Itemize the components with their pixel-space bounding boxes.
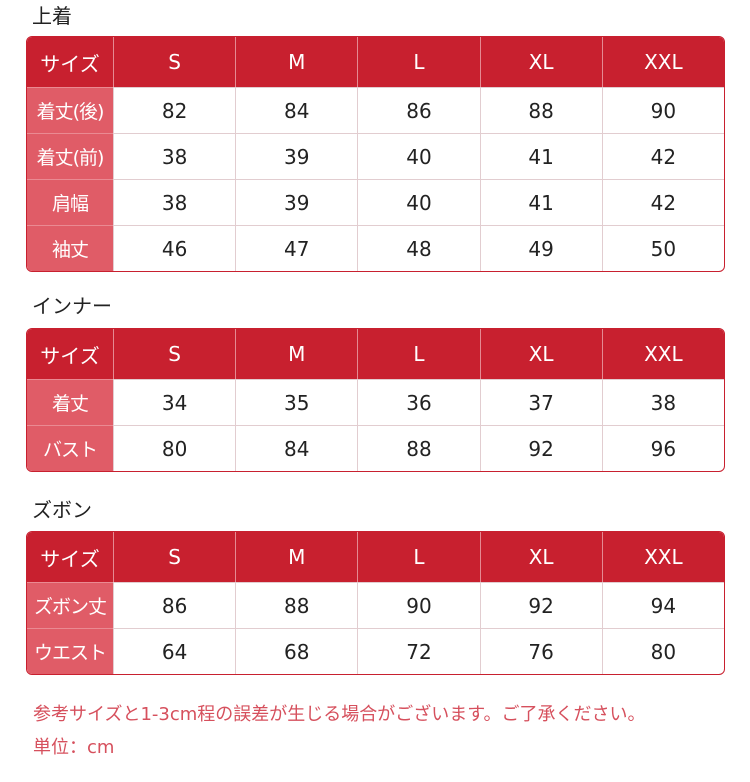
row-label: 着丈(前) xyxy=(27,133,113,179)
size-value: 46 xyxy=(113,225,236,271)
size-value: 64 xyxy=(113,628,236,674)
size-value: 68 xyxy=(235,628,358,674)
size-value: 76 xyxy=(479,628,602,674)
header-cell: XL xyxy=(479,532,602,582)
header-row: サイズ S M L XL XXL xyxy=(27,329,724,379)
size-value: 48 xyxy=(357,225,480,271)
size-value: 34 xyxy=(113,379,236,425)
header-cell: S xyxy=(113,329,236,379)
table-row: バスト 80 84 88 92 96 xyxy=(27,425,724,471)
row-label: 着丈(後) xyxy=(27,87,113,133)
size-value: 39 xyxy=(235,133,358,179)
size-value: 94 xyxy=(601,582,724,628)
header-cell: L xyxy=(357,329,480,379)
size-table: サイズ S M L XL XXL 着丈(後) 82 84 86 88 90 着丈(前) 38 39 40 41 4… xyxy=(26,36,725,272)
size-value: 84 xyxy=(235,425,358,471)
row-label: 着丈 xyxy=(27,379,113,425)
header-cell: M xyxy=(235,532,358,582)
size-value: 84 xyxy=(235,87,358,133)
section-title: インナー xyxy=(32,294,112,318)
row-label: ウエスト xyxy=(27,628,113,674)
size-value: 47 xyxy=(235,225,358,271)
size-value: 82 xyxy=(113,87,236,133)
size-value: 39 xyxy=(235,179,358,225)
size-value: 35 xyxy=(235,379,358,425)
size-value: 86 xyxy=(113,582,236,628)
size-value: 40 xyxy=(357,179,480,225)
size-value: 41 xyxy=(479,133,602,179)
size-value: 38 xyxy=(113,133,236,179)
size-value: 88 xyxy=(235,582,358,628)
size-value: 36 xyxy=(357,379,480,425)
header-cell: M xyxy=(235,37,358,87)
tolerance-note: 参考サイズと1-3cm程の誤差が生じる場合がございます。ご了承ください。 xyxy=(33,704,646,725)
header-cell: サイズ xyxy=(27,532,113,582)
section-title: 上着 xyxy=(32,4,72,28)
header-cell: S xyxy=(113,37,236,87)
table-row: 袖丈 46 47 48 49 50 xyxy=(27,225,724,271)
size-value: 41 xyxy=(479,179,602,225)
section-title: ズボン xyxy=(32,498,92,522)
header-cell: L xyxy=(357,532,480,582)
table-row: 着丈(前) 38 39 40 41 42 xyxy=(27,133,724,179)
size-value: 92 xyxy=(479,425,602,471)
header-cell: サイズ xyxy=(27,329,113,379)
size-value: 38 xyxy=(113,179,236,225)
size-value: 38 xyxy=(601,379,724,425)
size-value: 86 xyxy=(357,87,480,133)
size-value: 90 xyxy=(601,87,724,133)
size-value: 80 xyxy=(113,425,236,471)
header-cell: S xyxy=(113,532,236,582)
size-table: サイズ S M L XL XXL 着丈 34 35 36 37 38 バスト 80 84 88 92 96 xyxy=(26,328,725,472)
unit-note: 単位：cm xyxy=(33,737,115,758)
header-cell: XL xyxy=(479,329,602,379)
header-cell: M xyxy=(235,329,358,379)
header-cell: XXL xyxy=(601,329,724,379)
header-cell: XXL xyxy=(601,532,724,582)
row-label: 袖丈 xyxy=(27,225,113,271)
size-value: 42 xyxy=(601,133,724,179)
size-value: 49 xyxy=(479,225,602,271)
table-row: 着丈(後) 82 84 86 88 90 xyxy=(27,87,724,133)
size-value: 90 xyxy=(357,582,480,628)
row-label: ズボン丈 xyxy=(27,582,113,628)
size-table: サイズ S M L XL XXL ズボン丈 86 88 90 92 94 ウエスト 64 68 72 76 80 xyxy=(26,531,725,675)
row-label: バスト xyxy=(27,425,113,471)
size-value: 50 xyxy=(601,225,724,271)
table-row: 着丈 34 35 36 37 38 xyxy=(27,379,724,425)
header-cell: XXL xyxy=(601,37,724,87)
size-value: 80 xyxy=(601,628,724,674)
size-value: 42 xyxy=(601,179,724,225)
size-value: 37 xyxy=(479,379,602,425)
size-value: 88 xyxy=(357,425,480,471)
header-row: サイズ S M L XL XXL xyxy=(27,532,724,582)
row-label: 肩幅 xyxy=(27,179,113,225)
table-row: ズボン丈 86 88 90 92 94 xyxy=(27,582,724,628)
header-row: サイズ S M L XL XXL xyxy=(27,37,724,87)
size-value: 72 xyxy=(357,628,480,674)
table-row: ウエスト 64 68 72 76 80 xyxy=(27,628,724,674)
size-value: 96 xyxy=(601,425,724,471)
size-value: 92 xyxy=(479,582,602,628)
size-value: 88 xyxy=(479,87,602,133)
size-value: 40 xyxy=(357,133,480,179)
table-row: 肩幅 38 39 40 41 42 xyxy=(27,179,724,225)
header-cell: L xyxy=(357,37,480,87)
header-cell: XL xyxy=(479,37,602,87)
header-cell: サイズ xyxy=(27,37,113,87)
